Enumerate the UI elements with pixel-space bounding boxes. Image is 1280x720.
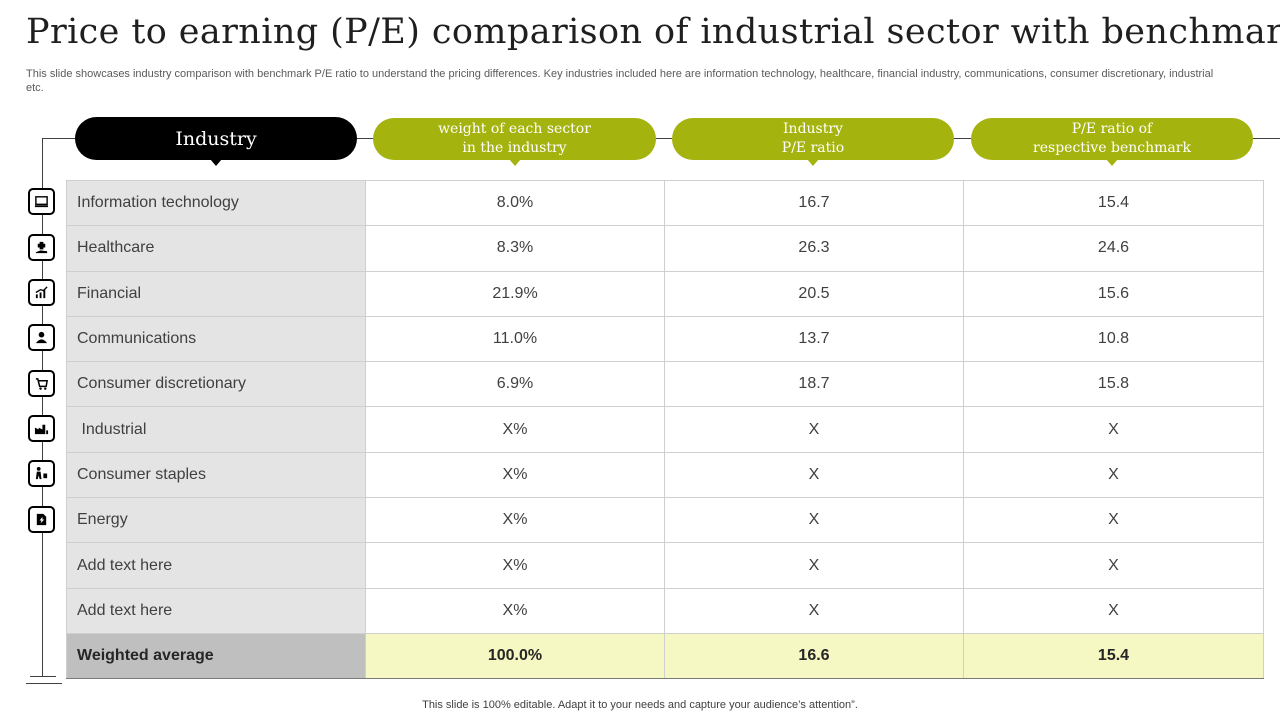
row-weight-value: X% <box>365 587 665 634</box>
row-pe-value: X <box>664 406 964 453</box>
factory-icon <box>28 415 55 442</box>
consumer-cart-icon <box>28 370 55 397</box>
row-weight-value: X% <box>365 497 665 544</box>
table-row: Consumer staples X% X X <box>66 451 1264 499</box>
row-benchmark-value: X <box>963 451 1264 499</box>
row-industry-name: Financial <box>66 270 366 317</box>
table-row: Energy X% X X <box>66 497 1264 544</box>
row-benchmark-value: 15.6 <box>963 270 1264 317</box>
table-row: Healthcare 8.3% 26.3 24.6 <box>66 225 1264 272</box>
total-weight-value: 100.0% <box>365 632 665 680</box>
row-weight-value: X% <box>365 451 665 499</box>
row-industry-name: Communications <box>66 315 366 363</box>
row-industry-name: Energy <box>66 497 366 544</box>
row-industry-name: Consumer staples <box>66 451 366 499</box>
row-benchmark-value: X <box>963 587 1264 634</box>
row-industry-name: Add text here <box>66 542 366 589</box>
header-pe-ratio: Industry P/E ratio <box>672 118 954 166</box>
header-industry-label: Industry <box>175 127 257 150</box>
row-pe-value: X <box>664 587 964 634</box>
row-benchmark-value: 10.8 <box>963 315 1264 363</box>
row-weight-value: X% <box>365 406 665 453</box>
total-pe-value: 16.6 <box>664 632 964 680</box>
row-weight-value: 6.9% <box>365 361 665 408</box>
header-benchmark: P/E ratio of respective benchmark <box>971 118 1253 166</box>
timeline-vertical-line <box>42 138 43 676</box>
row-industry-name: Add text here <box>66 587 366 634</box>
row-benchmark-value: 15.8 <box>963 361 1264 408</box>
row-pe-value: 16.7 <box>664 179 964 227</box>
table-row: Communications 11.0% 13.7 10.8 <box>66 315 1264 363</box>
row-benchmark-value: X <box>963 542 1264 589</box>
header-pe-line1: Industry <box>783 121 843 137</box>
total-benchmark-value: 15.4 <box>963 632 1264 680</box>
row-pe-value: X <box>664 451 964 499</box>
row-industry-name: Consumer discretionary <box>66 361 366 408</box>
row-benchmark-value: 15.4 <box>963 179 1264 227</box>
row-pe-value: X <box>664 542 964 589</box>
growth-chart-icon <box>28 279 55 306</box>
row-industry-name: Healthcare <box>66 225 366 272</box>
shopping-person-icon <box>28 460 55 487</box>
table-row: Consumer discretionary 6.9% 18.7 15.8 <box>66 361 1264 408</box>
header-bench-line1: P/E ratio of <box>1071 121 1153 137</box>
timeline-end-tick <box>30 676 56 677</box>
header-connector-line <box>42 138 1280 139</box>
row-weight-value: 21.9% <box>365 270 665 317</box>
pe-comparison-table: Information technology 8.0% 16.7 15.4 He… <box>66 179 1264 680</box>
row-pe-value: 20.5 <box>664 270 964 317</box>
row-pe-value: 13.7 <box>664 315 964 363</box>
slide-title: Price to earning (P/E) comparison of ind… <box>26 12 1280 52</box>
header-pe-line2: P/E ratio <box>781 140 845 156</box>
row-weight-value: 8.0% <box>365 179 665 227</box>
computer-icon <box>28 188 55 215</box>
row-benchmark-value: 24.6 <box>963 225 1264 272</box>
header-weight-line2: in the industry <box>462 140 567 156</box>
table-row: Financial 21.9% 20.5 15.6 <box>66 270 1264 317</box>
slide-subtitle: This slide showcases industry comparison… <box>26 68 1214 94</box>
header-bench-line2: respective benchmark <box>1033 140 1191 156</box>
row-pe-value: 26.3 <box>664 225 964 272</box>
row-pe-value: X <box>664 497 964 544</box>
table-row: Industrial X% X X <box>66 406 1264 453</box>
row-benchmark-value: X <box>963 497 1264 544</box>
row-weight-value: X% <box>365 542 665 589</box>
row-industry-name: Industrial <box>66 406 366 453</box>
table-row: Add text here X% X X <box>66 587 1264 634</box>
communication-person-icon <box>28 324 55 351</box>
header-weight: weight of each sector in the industry <box>373 118 656 166</box>
table-row: Information technology 8.0% 16.7 15.4 <box>66 179 1264 227</box>
table-bottom-line <box>26 683 62 684</box>
healthcare-hand-icon <box>28 234 55 261</box>
header-industry: Industry <box>75 117 357 166</box>
row-pe-value: 18.7 <box>664 361 964 408</box>
row-benchmark-value: X <box>963 406 1264 453</box>
total-label: Weighted average <box>66 632 366 680</box>
energy-document-icon <box>28 506 55 533</box>
slide-footer: This slide is 100% editable. Adapt it to… <box>422 699 858 711</box>
row-weight-value: 8.3% <box>365 225 665 272</box>
header-weight-line1: weight of each sector <box>438 121 591 137</box>
weighted-average-row: Weighted average 100.0% 16.6 15.4 <box>66 632 1264 680</box>
table-row: Add text here X% X X <box>66 542 1264 589</box>
row-weight-value: 11.0% <box>365 315 665 363</box>
row-industry-name: Information technology <box>66 179 366 227</box>
